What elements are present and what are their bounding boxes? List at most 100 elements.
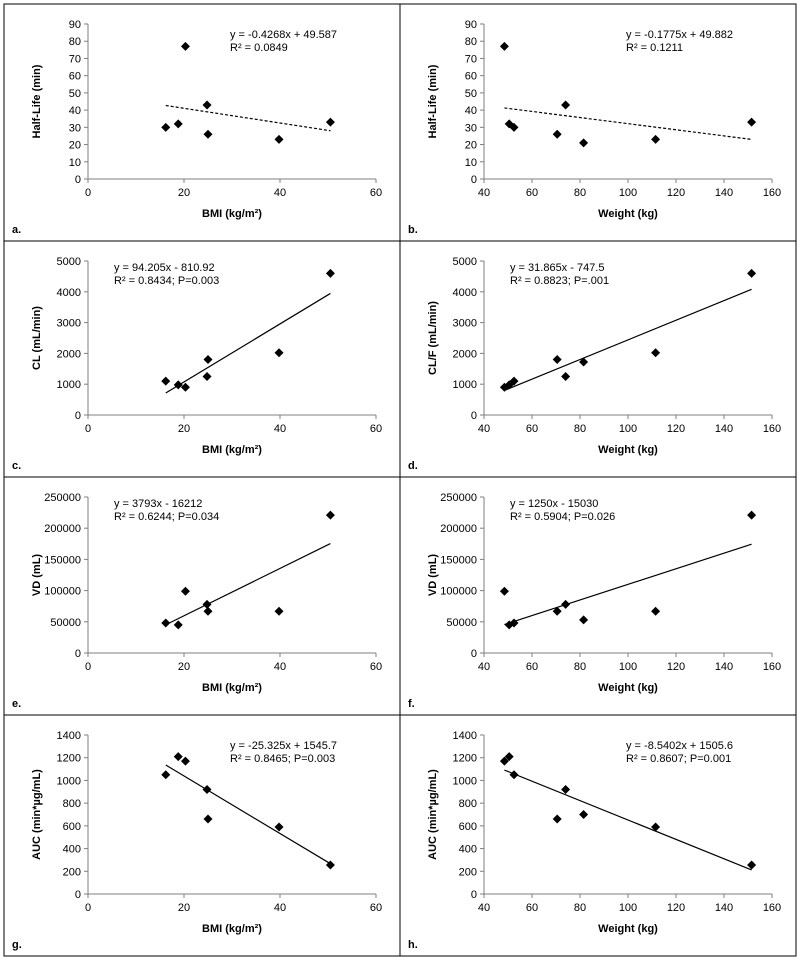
x-tick-label: 100: [619, 902, 637, 914]
data-point: [203, 606, 213, 616]
y-tick-label: 3000: [57, 318, 81, 330]
x-tick-label: 140: [715, 902, 733, 914]
x-tick-label: 20: [178, 423, 190, 435]
x-tick-label: 60: [370, 187, 382, 199]
x-tick-label: 40: [478, 661, 490, 673]
r-squared-label: R² = 0.8607; P=0.001: [626, 753, 731, 765]
y-tick-label: 10: [69, 157, 81, 169]
x-tick-label: 120: [667, 661, 685, 673]
data-point: [561, 599, 571, 609]
x-tick-label: 40: [274, 661, 286, 673]
x-tick-label: 120: [667, 423, 685, 435]
y-tick-label: 0: [75, 889, 81, 901]
r-squared-label: R² = 0.0849: [230, 42, 288, 54]
trendline: [504, 543, 752, 626]
data-point: [173, 620, 183, 630]
y-tick-label: 400: [63, 844, 81, 856]
data-point: [509, 376, 519, 386]
x-tick-label: 40: [478, 423, 490, 435]
x-tick-label: 0: [85, 423, 91, 435]
x-tick-label: 140: [715, 661, 733, 673]
y-tick-label: 1200: [57, 753, 81, 765]
y-axis-title: Half-Life (min): [427, 64, 439, 138]
panel-label: c.: [12, 460, 21, 472]
y-tick-label: 3000: [453, 318, 477, 330]
y-tick-label: 200: [63, 866, 81, 878]
data-point: [499, 756, 509, 766]
y-tick-label: 50: [69, 88, 81, 100]
y-tick-label: 70: [69, 53, 81, 65]
y-tick-label: 50000: [446, 617, 477, 629]
trendline: [504, 288, 752, 391]
panel-label: a.: [12, 224, 21, 236]
x-tick-label: 0: [85, 661, 91, 673]
x-tick-label: 80: [574, 423, 586, 435]
x-tick-label: 80: [574, 902, 586, 914]
trend-equation: y = -8.5402x + 1505.6: [626, 740, 733, 752]
x-tick-label: 60: [526, 187, 538, 199]
data-point: [325, 510, 335, 520]
x-axis-title: BMI (kg/m²): [202, 682, 262, 694]
x-tick-label: 60: [526, 661, 538, 673]
x-tick-label: 60: [526, 423, 538, 435]
data-point: [651, 822, 661, 832]
x-axis-title: BMI (kg/m²): [202, 923, 262, 935]
y-tick-label: 1000: [453, 775, 477, 787]
r-squared-label: R² = 0.5904; P=0.026: [510, 511, 615, 523]
x-axis-title: Weight (kg): [598, 444, 658, 456]
trendline: [165, 543, 331, 626]
y-tick-label: 200000: [44, 523, 81, 535]
y-tick-label: 4000: [453, 287, 477, 299]
y-tick-label: 90: [69, 19, 81, 31]
y-tick-label: 200: [459, 866, 477, 878]
x-tick-label: 80: [574, 661, 586, 673]
y-axis-title: CL (mL/min): [31, 306, 43, 370]
y-tick-label: 100000: [440, 586, 477, 598]
data-point: [509, 618, 519, 628]
data-point: [561, 785, 571, 795]
panel-label: f.: [408, 698, 415, 710]
x-tick-label: 0: [85, 187, 91, 199]
y-tick-label: 0: [471, 648, 477, 660]
y-tick-label: 40: [69, 105, 81, 117]
y-tick-label: 250000: [44, 492, 81, 504]
data-point: [747, 268, 757, 278]
panel-label: h.: [408, 939, 418, 951]
x-tick-label: 60: [370, 661, 382, 673]
y-axis-title: VD (mL): [427, 554, 439, 597]
data-point: [161, 122, 171, 132]
data-point: [180, 41, 190, 51]
x-tick-label: 60: [526, 902, 538, 914]
panel-f: 0 50000 100000 150000 200000 250000 40 60 80 100 1…: [408, 492, 781, 710]
y-tick-label: 150000: [44, 554, 81, 566]
panel-a: 0 10 20 30 40 50 60 70 80 90 0 20 40 60 BMI (kg/m²) Hal…: [12, 19, 382, 236]
x-axis-title: Weight (kg): [598, 208, 658, 220]
x-tick-label: 20: [178, 187, 190, 199]
y-tick-label: 1000: [57, 775, 81, 787]
x-tick-label: 40: [478, 187, 490, 199]
x-tick-label: 40: [274, 423, 286, 435]
y-tick-label: 150000: [440, 554, 477, 566]
y-tick-label: 800: [63, 798, 81, 810]
y-tick-label: 1000: [453, 379, 477, 391]
data-point: [325, 117, 335, 127]
y-tick-label: 1400: [453, 730, 477, 742]
data-point: [552, 355, 562, 365]
panel-label: d.: [408, 460, 418, 472]
y-tick-label: 5000: [57, 256, 81, 268]
data-point: [747, 510, 757, 520]
y-tick-label: 10: [465, 157, 477, 169]
y-tick-label: 400: [459, 844, 477, 856]
x-tick-label: 160: [763, 902, 781, 914]
y-tick-label: 0: [75, 174, 81, 186]
trend-equation: y = 3793x - 16212: [114, 498, 202, 510]
y-tick-label: 50000: [50, 617, 81, 629]
data-point: [203, 355, 213, 365]
data-point: [579, 357, 589, 367]
data-point: [173, 380, 183, 390]
trend-equation: y = -0.1775x + 49.882: [626, 29, 733, 41]
y-tick-label: 0: [471, 174, 477, 186]
y-tick-label: 1200: [453, 753, 477, 765]
